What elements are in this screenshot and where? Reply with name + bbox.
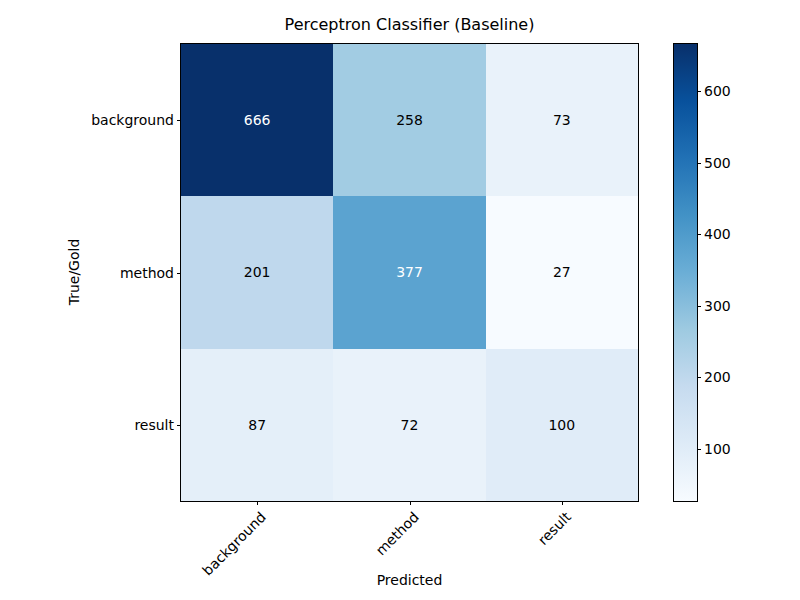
y-tick-mark <box>177 120 181 121</box>
colorbar-tick-label: 200 <box>704 368 731 386</box>
chart-title: Perceptron Classifier (Baseline) <box>181 15 638 34</box>
x-tick-mark <box>562 501 563 505</box>
y-tick-mark <box>177 425 181 426</box>
cell-value: 258 <box>396 112 423 128</box>
cell-value: 377 <box>396 264 423 280</box>
x-axis-label: Predicted <box>181 572 638 588</box>
cell-value: 666 <box>244 112 271 128</box>
colorbar-tick-label: 100 <box>704 440 731 458</box>
heatmap-cell: 377 <box>333 196 485 348</box>
heatmap-cell: 666 <box>181 44 333 196</box>
colorbar-tick-mark <box>697 449 701 450</box>
colorbar-tick-mark <box>697 377 701 378</box>
heatmap-cell: 27 <box>486 196 638 348</box>
heatmap-cell: 201 <box>181 196 333 348</box>
colorbar-gradient <box>674 44 697 501</box>
colorbar-tick-mark <box>697 91 701 92</box>
heatmap-cell: 258 <box>333 44 485 196</box>
colorbar-tick-label: 600 <box>704 82 731 100</box>
confusion-matrix-figure: Perceptron Classifier (Baseline) 666 258 7… <box>0 0 800 600</box>
colorbar-tick-label: 300 <box>704 297 731 315</box>
y-tick-mark <box>177 273 181 274</box>
cell-value: 72 <box>401 417 419 433</box>
colorbar-tick-mark <box>697 306 701 307</box>
colorbar-tick-label: 400 <box>704 225 731 243</box>
colorbar <box>673 43 698 502</box>
heatmap-cell: 72 <box>333 349 485 501</box>
heatmap-cell: 100 <box>486 349 638 501</box>
heatmap-cell: 87 <box>181 349 333 501</box>
heatmap-cell: 73 <box>486 44 638 196</box>
colorbar-tick-label: 500 <box>704 154 731 172</box>
colorbar-tick-mark <box>697 163 701 164</box>
heatmap-grid: 666 258 73 201 377 27 87 72 100 <box>181 44 638 501</box>
cell-value: 87 <box>248 417 266 433</box>
x-tick-mark <box>410 501 411 505</box>
y-tick-label: background <box>44 111 174 129</box>
cell-value: 73 <box>553 112 571 128</box>
x-tick-mark <box>257 501 258 505</box>
y-tick-label: method <box>44 264 174 282</box>
cell-value: 100 <box>548 417 575 433</box>
cell-value: 201 <box>244 264 271 280</box>
colorbar-tick-mark <box>697 234 701 235</box>
cell-value: 27 <box>553 264 571 280</box>
y-tick-label: result <box>44 416 174 434</box>
